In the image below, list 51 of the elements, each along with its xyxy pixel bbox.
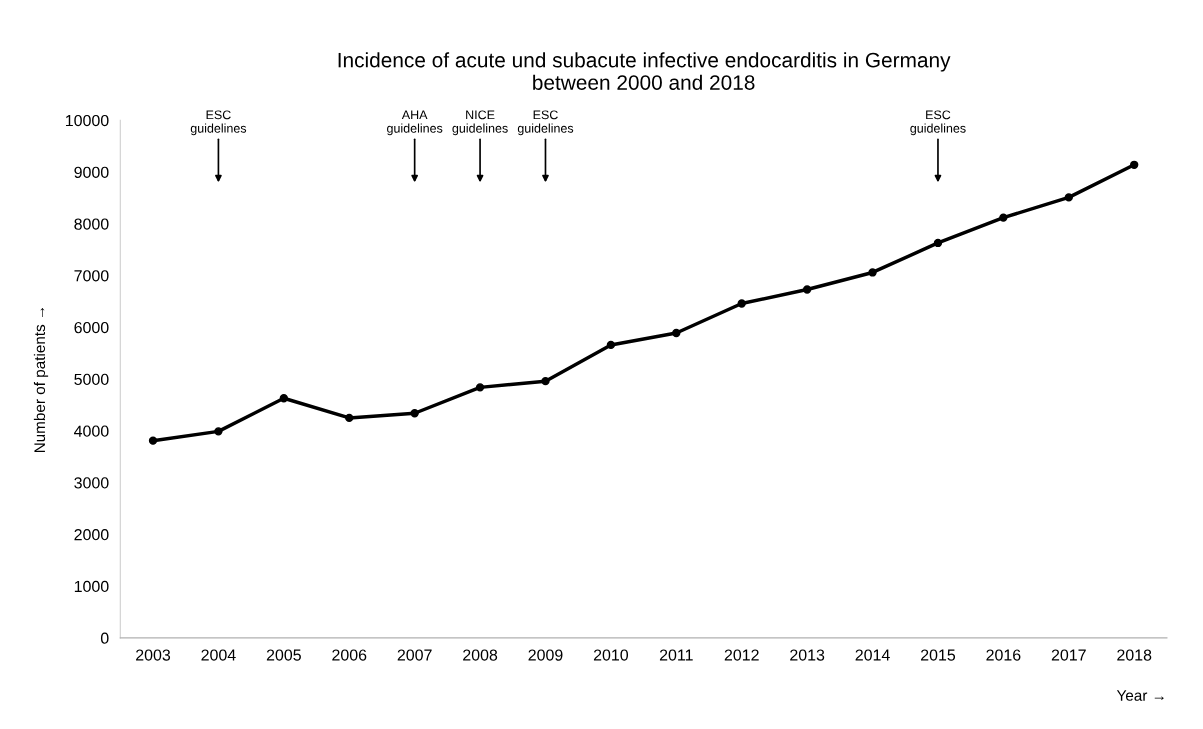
y-tick-label: 6000 [74,321,109,334]
x-tick-label: 2014 [855,649,890,661]
annotation: AHA guidelines [387,110,443,136]
x-tick-label: 2016 [986,649,1021,661]
x-tick-label: 2004 [201,649,236,661]
point [672,328,681,338]
point [541,376,550,386]
y-tick-label: 9000 [74,166,109,178]
x-tick-label: 2017 [1051,649,1086,661]
point [475,383,485,392]
chart-title: Incidence of acute und subacute infective endocarditis in Germany between 2000 and 2018 [338,52,951,90]
point [737,299,746,308]
y-axis-title: Number of patients → [33,307,49,453]
annotation: ESC guidelines [517,110,574,136]
x-tick-label: 2008 [463,649,498,661]
y-tick-label: 2000 [74,528,109,541]
x-axis-title: Year → [1116,690,1164,701]
x-tick-label: 2005 [266,649,301,661]
annotation: ESC guidelines [910,110,966,136]
point [606,340,616,350]
x-tick-label: 2006 [332,649,367,661]
x-tick-label: 2018 [1117,649,1152,661]
point [1064,193,1073,202]
x-tick-label: 2003 [136,649,171,661]
x-tick-label: 2007 [397,649,432,661]
x-tick-label: 2015 [921,649,956,661]
point [410,409,419,418]
y-tick-label: 1000 [74,580,109,593]
annotation: ESC guidelines [190,110,247,136]
y-tick-label: 10000 [66,114,109,127]
point [148,436,158,445]
point [279,394,289,403]
point [345,413,354,423]
annotation: NICE guidelines [452,110,508,136]
y-tick-label: 8000 [74,218,109,230]
point [933,238,943,248]
x-tick-label: 2009 [528,649,563,661]
y-tick-label: 7000 [74,270,109,282]
point [214,427,223,436]
point [802,285,812,294]
y-tick-label: 3000 [74,477,109,489]
y-tick-label: 0 [100,632,109,644]
x-tick-label: 2013 [790,649,825,661]
x-tick-label: 2010 [593,649,629,661]
y-tick-label: 5000 [74,373,109,386]
y-tick-label: 4000 [74,425,109,437]
point [999,213,1008,222]
point [868,268,877,277]
x-tick-label: 2012 [724,649,759,661]
point [1130,160,1139,169]
x-tick-label: 2011 [659,649,693,661]
